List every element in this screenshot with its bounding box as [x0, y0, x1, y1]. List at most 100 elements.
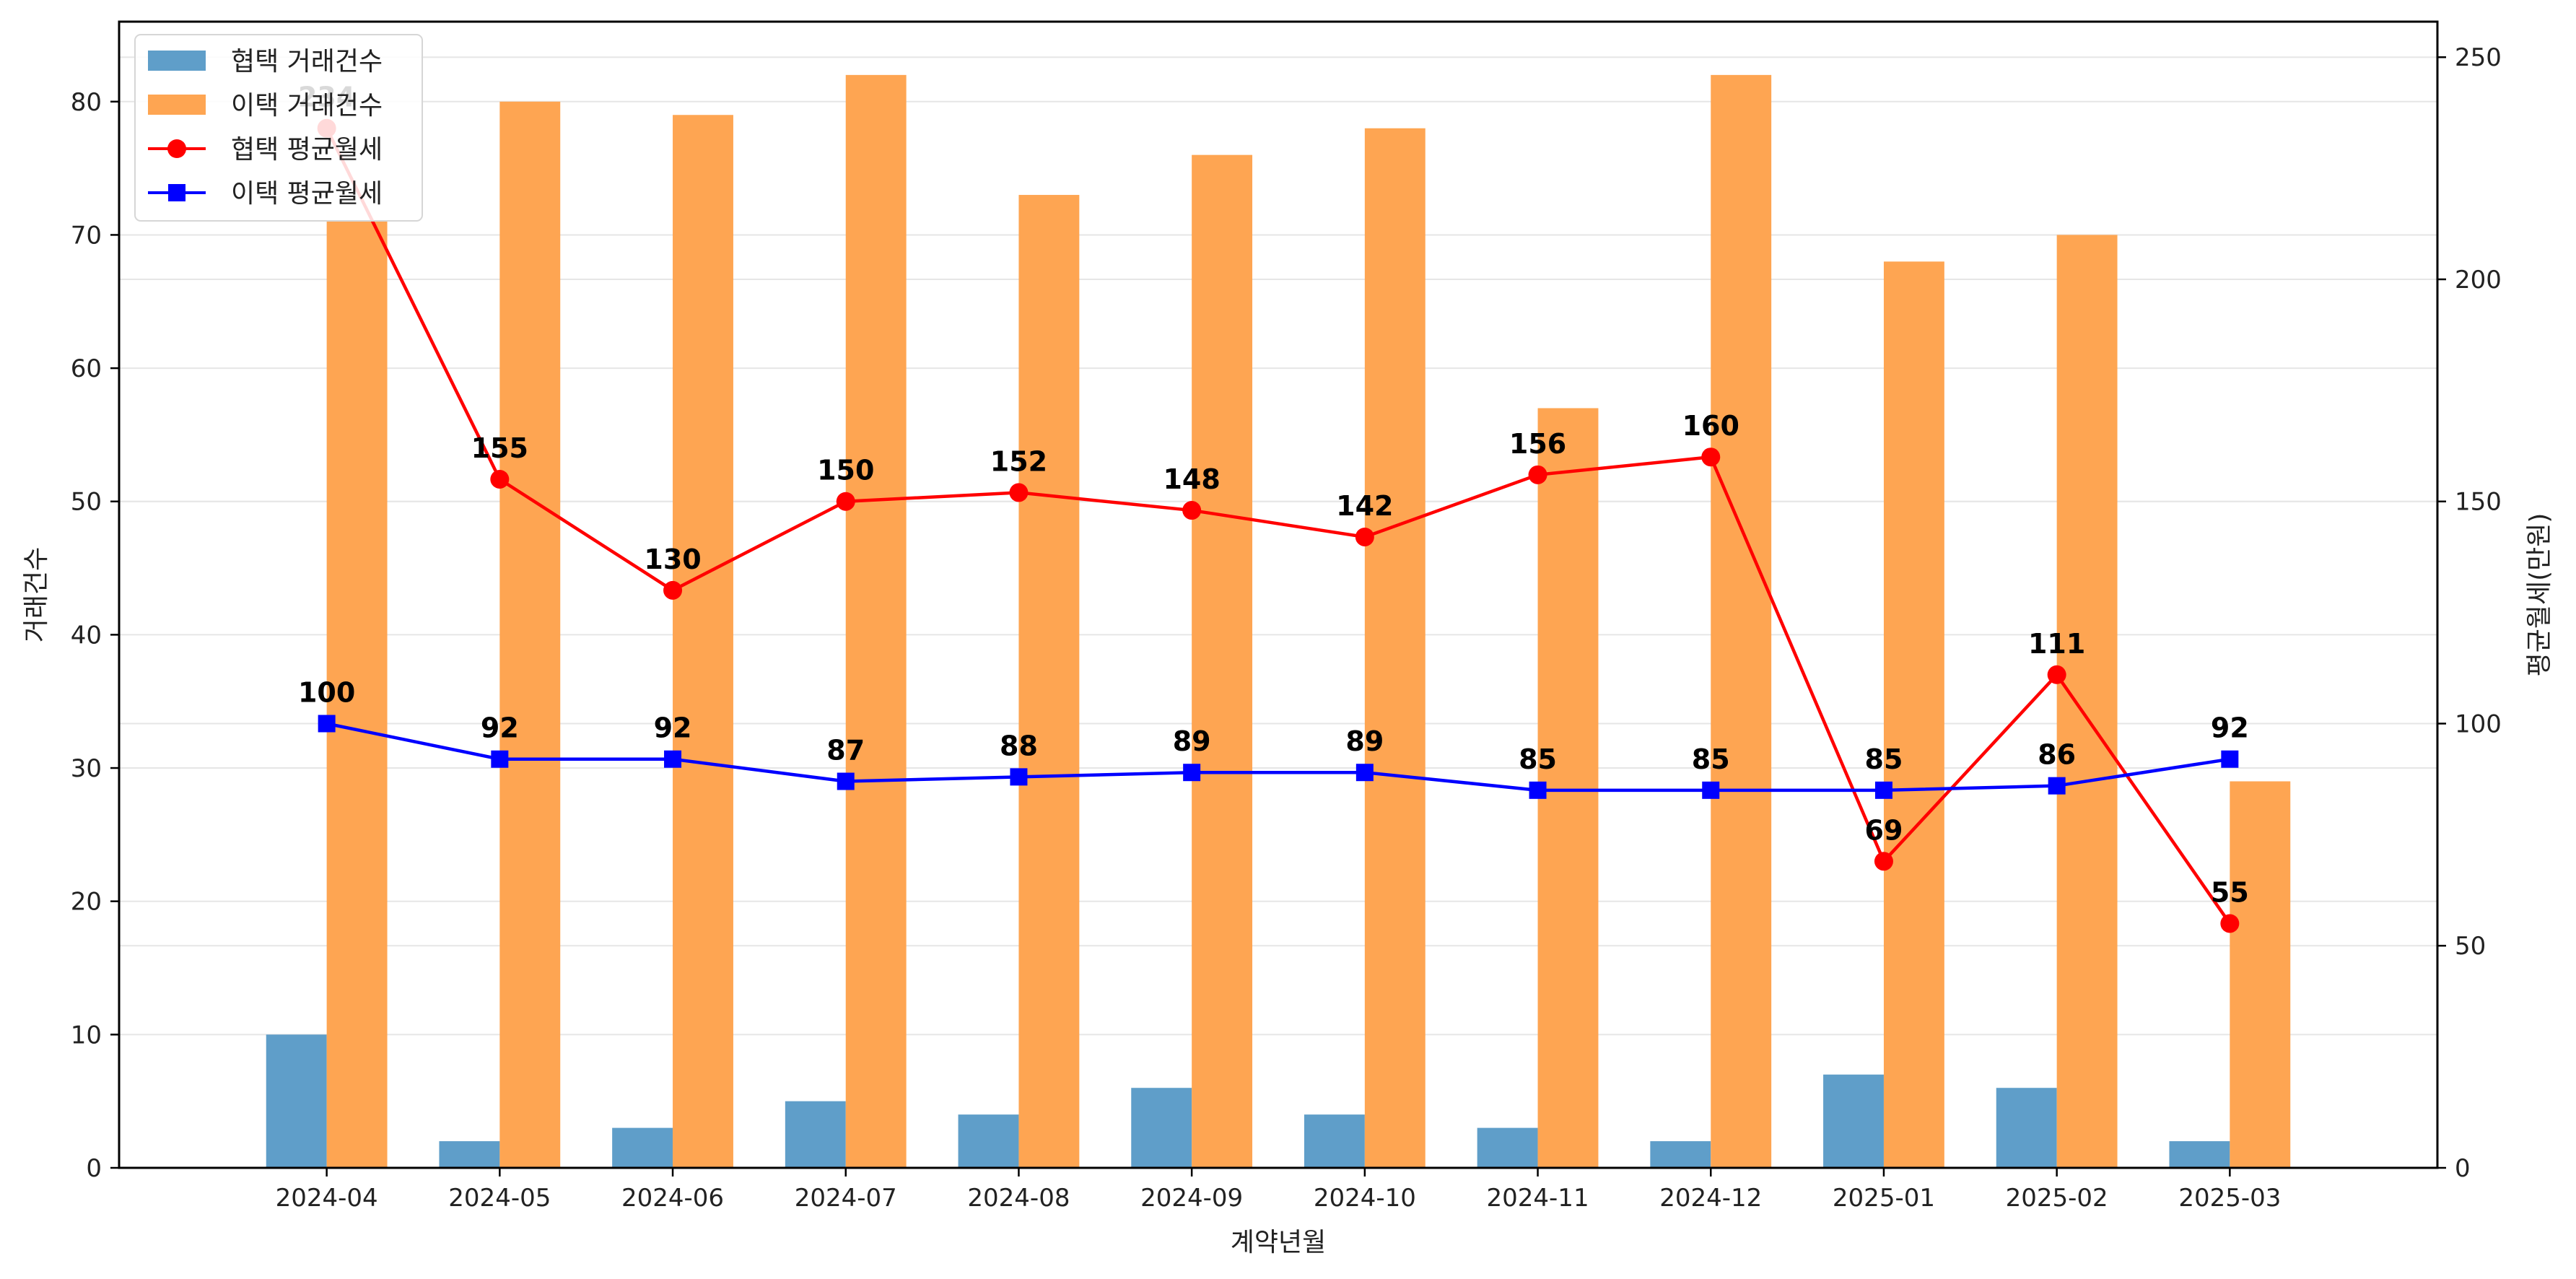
- series-line-2: [326, 722, 2230, 793]
- data-label-2-2024-05: 92: [481, 712, 519, 744]
- bar-1-2024-12: [1650, 1141, 1711, 1168]
- data-label-1-2025-02: 111: [2028, 628, 2085, 660]
- data-label-2-2024-07: 87: [826, 735, 865, 767]
- x-tick-label: 2024-05: [448, 1184, 551, 1213]
- data-label-1-2025-03: 55: [2211, 876, 2249, 908]
- y-left-tick-label: 70: [71, 221, 102, 250]
- data-label-2-2024-04: 100: [298, 676, 355, 708]
- bar-2-2025-02: [2056, 235, 2118, 1168]
- bar-2-2024-10: [1364, 128, 1425, 1168]
- marker-2-2024-06: [664, 750, 682, 768]
- x-tick-label: 2025-02: [2006, 1184, 2108, 1213]
- bar-2-2024-06: [673, 115, 733, 1168]
- x-tick-label: 2024-07: [795, 1184, 897, 1213]
- marker-1-2024-07: [836, 492, 855, 511]
- legend-swatch-bar-2: [148, 95, 206, 115]
- marker-1-2024-09: [1182, 501, 1202, 520]
- marker-1-2025-01: [1874, 852, 1893, 871]
- data-label-1-2025-01: 69: [1865, 814, 1903, 846]
- legend-label-line-1: 협택 평균월세: [231, 135, 383, 165]
- data-label-2-2024-11: 85: [1519, 743, 1557, 775]
- legend-frame: [134, 34, 423, 222]
- y-left-tick-label: 50: [71, 488, 102, 517]
- data-label-2-2024-12: 85: [1692, 743, 1730, 775]
- y-axis-left: 0 10 20 30 40 50 60 70 80: [71, 88, 119, 1183]
- y-left-tick-label: 60: [71, 354, 102, 383]
- legend-marker-line-2: [168, 184, 185, 201]
- data-label-1-2024-08: 152: [990, 445, 1047, 477]
- legend-marker-line-1: [167, 139, 186, 158]
- bar-2-2024-11: [1537, 408, 1599, 1169]
- marker-2-2024-10: [1355, 764, 1374, 782]
- marker-2-2024-08: [1010, 768, 1028, 786]
- y-axis-left-label: 거래건수: [22, 547, 51, 642]
- data-label-2-2025-01: 85: [1865, 743, 1903, 775]
- marker-2-2025-02: [2048, 777, 2066, 795]
- legend-label-bar-1: 협택 거래건수: [231, 47, 383, 77]
- x-tick-label: 2024-11: [1487, 1184, 1589, 1213]
- legend: 협택 거래건수 이택 거래건수 협택 평균월세 이택 평균월세: [134, 34, 423, 222]
- x-tick-label: 2024-04: [276, 1184, 378, 1213]
- x-tick-label: 2025-03: [2178, 1184, 2281, 1213]
- bar-2-2024-04: [326, 221, 388, 1168]
- x-axis: 2024-04 2024-05 2024-06 2024-07 2024-08 2024-…: [276, 1168, 2281, 1213]
- data-label-2-2024-10: 89: [1345, 725, 1384, 757]
- bars: [266, 74, 2291, 1169]
- marker-2-2024-11: [1529, 781, 1547, 799]
- data-label-1-2024-11: 156: [1509, 428, 1566, 460]
- marker-2-2025-01: [1874, 781, 1892, 799]
- marker-2-2024-12: [1702, 781, 1720, 799]
- y-left-tick-label: 0: [86, 1154, 102, 1183]
- x-tick-label: 2025-01: [1833, 1184, 1935, 1213]
- x-tick-label: 2024-08: [967, 1184, 1070, 1213]
- bar-2-2024-07: [845, 74, 907, 1168]
- bar-1-2024-04: [266, 1034, 327, 1168]
- bar-2-2025-01: [1883, 261, 1944, 1169]
- marker-1-2025-02: [2047, 665, 2066, 684]
- plot-frame: [118, 20, 2439, 1169]
- x-tick-label: 2024-12: [1659, 1184, 1762, 1213]
- x-tick-label: 2024-06: [621, 1184, 724, 1213]
- y-axis-right: 0 50 100 150 200 250: [2437, 43, 2502, 1183]
- marker-1-2024-10: [1355, 527, 1374, 546]
- data-label-1-2024-07: 150: [817, 455, 874, 486]
- data-label-1-2024-12: 160: [1682, 410, 1739, 442]
- bar-1-2024-08: [958, 1114, 1019, 1168]
- x-axis-label: 계약년월: [1231, 1228, 1326, 1257]
- data-label-1-2024-09: 148: [1163, 463, 1220, 495]
- data-label-1-2024-05: 155: [471, 432, 528, 464]
- bar-1-2024-10: [1304, 1114, 1365, 1168]
- data-label-2-2024-06: 92: [654, 712, 692, 744]
- y-left-tick-label: 30: [71, 754, 102, 783]
- y-left-tick-label: 40: [71, 621, 102, 650]
- y-left-tick-label: 20: [71, 888, 102, 917]
- bar-1-2025-01: [1823, 1074, 1884, 1168]
- data-label-2-2024-08: 88: [1000, 730, 1038, 761]
- marker-2-2024-04: [318, 715, 336, 733]
- bar-2-2025-03: [2230, 781, 2291, 1168]
- y-left-tick-label: 10: [71, 1021, 102, 1049]
- x-tick-label: 2024-10: [1314, 1184, 1416, 1213]
- marker-1-2024-05: [490, 469, 510, 489]
- series-line-1: [325, 127, 2232, 925]
- marker-2-2024-05: [491, 750, 509, 768]
- y-right-tick-label: 50: [2455, 932, 2486, 961]
- bar-1-2024-06: [612, 1127, 673, 1168]
- legend-swatch-bar-1: [148, 51, 206, 71]
- data-label-2-2025-03: 92: [2211, 712, 2249, 744]
- x-tick-label: 2024-09: [1140, 1184, 1243, 1213]
- marker-2-2024-07: [837, 772, 855, 790]
- bar-1-2025-03: [2169, 1141, 2230, 1168]
- bar-2-2024-09: [1192, 154, 1253, 1169]
- y-right-tick-label: 0: [2455, 1154, 2471, 1183]
- bar-2-2024-08: [1018, 195, 1080, 1168]
- data-label-1-2024-06: 130: [644, 544, 701, 575]
- y-right-tick-label: 150: [2455, 488, 2502, 517]
- y-right-tick-label: 250: [2455, 43, 2502, 72]
- legend-label-bar-2: 이택 거래건수: [231, 91, 383, 121]
- y-right-tick-label: 200: [2455, 266, 2502, 294]
- marker-2-2024-09: [1183, 764, 1201, 782]
- bar-1-2024-11: [1477, 1127, 1538, 1168]
